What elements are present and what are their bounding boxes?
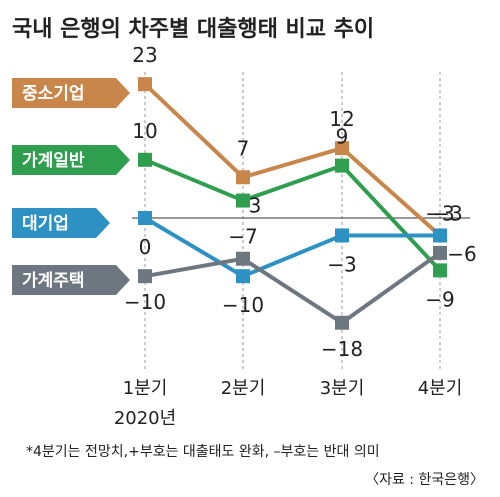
data-label-s3-p4: −3 [425, 201, 454, 225]
marker-s4-p2 [236, 251, 250, 266]
source-note: 〈자료 : 한국은행〉 [365, 472, 484, 488]
data-label-s4-p1: −10 [124, 290, 166, 314]
x-tick-1: 1분기 [123, 378, 168, 399]
data-label-s1-p3: 12 [329, 107, 354, 131]
data-label-s1-p1: 23 [132, 43, 157, 67]
marker-s3-p4 [433, 228, 447, 243]
data-label-s4-p3: −18 [321, 337, 363, 361]
marker-s1-p1 [138, 77, 152, 92]
marker-s4-p1 [138, 269, 152, 284]
x-axis-ticks: 1분기 2분기 3분기 4분기 [123, 378, 463, 399]
data-label-s1-p4: −3 [433, 201, 462, 225]
legend-label-4: 가계주택 [22, 271, 85, 291]
series-line-4 [144, 251, 442, 325]
legend-badge-2 [12, 145, 130, 175]
marker-s3-p2 [236, 269, 250, 284]
x-tick-4: 4분기 [418, 378, 463, 399]
marker-s3-p1 [138, 211, 152, 225]
series-line-1 [143, 82, 442, 237]
data-label-s3-p3: −3 [327, 252, 356, 276]
marker-s1-p3 [335, 141, 349, 156]
data-label-s1-p2: 7 [237, 136, 250, 160]
data-label-s4-p4: −6 [447, 242, 476, 266]
data-label-s2-p1: 10 [132, 119, 157, 143]
series-line-2 [144, 157, 442, 272]
marker-s3-p3 [335, 228, 349, 243]
marker-s2-p4 [433, 263, 447, 278]
data-label-s2-p4: −9 [425, 287, 454, 311]
marker-s2-p1 [138, 152, 152, 167]
marker-s1-p2 [236, 170, 250, 185]
data-label-s2-p3: 9 [336, 125, 349, 149]
marker-s4-p4 [433, 245, 447, 260]
series-line-3 [143, 216, 440, 279]
data-label-s3-p2: −10 [222, 293, 264, 317]
series-markers [138, 77, 447, 330]
data-label-s2-p2: 3 [249, 194, 262, 218]
year-label: 2020년 [114, 408, 176, 429]
x-tick-3: 3분기 [320, 378, 365, 399]
marker-s4-p3 [335, 315, 349, 330]
marker-s2-p2 [236, 193, 250, 208]
legend-badge-3 [12, 208, 110, 238]
legend-label-3: 대기업 [22, 214, 69, 234]
series-lines [143, 82, 442, 325]
legend-label-2: 가계일반 [22, 151, 85, 171]
legend-badge-4 [12, 265, 130, 295]
marker-s2-p3 [335, 158, 349, 173]
legend-badge-1 [12, 78, 130, 108]
chart-title: 국내 은행의 차주별 대출행태 비교 추이 [12, 17, 374, 42]
legend-label-1: 중소기업 [22, 84, 85, 104]
data-label-s4-p2: −7 [228, 225, 257, 249]
x-tick-2: 2분기 [221, 378, 266, 399]
data-label-s3-p1: 0 [139, 235, 152, 259]
footnote: *4분기는 전망치,+부호는 대출태도 완화, –부호는 반대 의미 [26, 444, 380, 460]
